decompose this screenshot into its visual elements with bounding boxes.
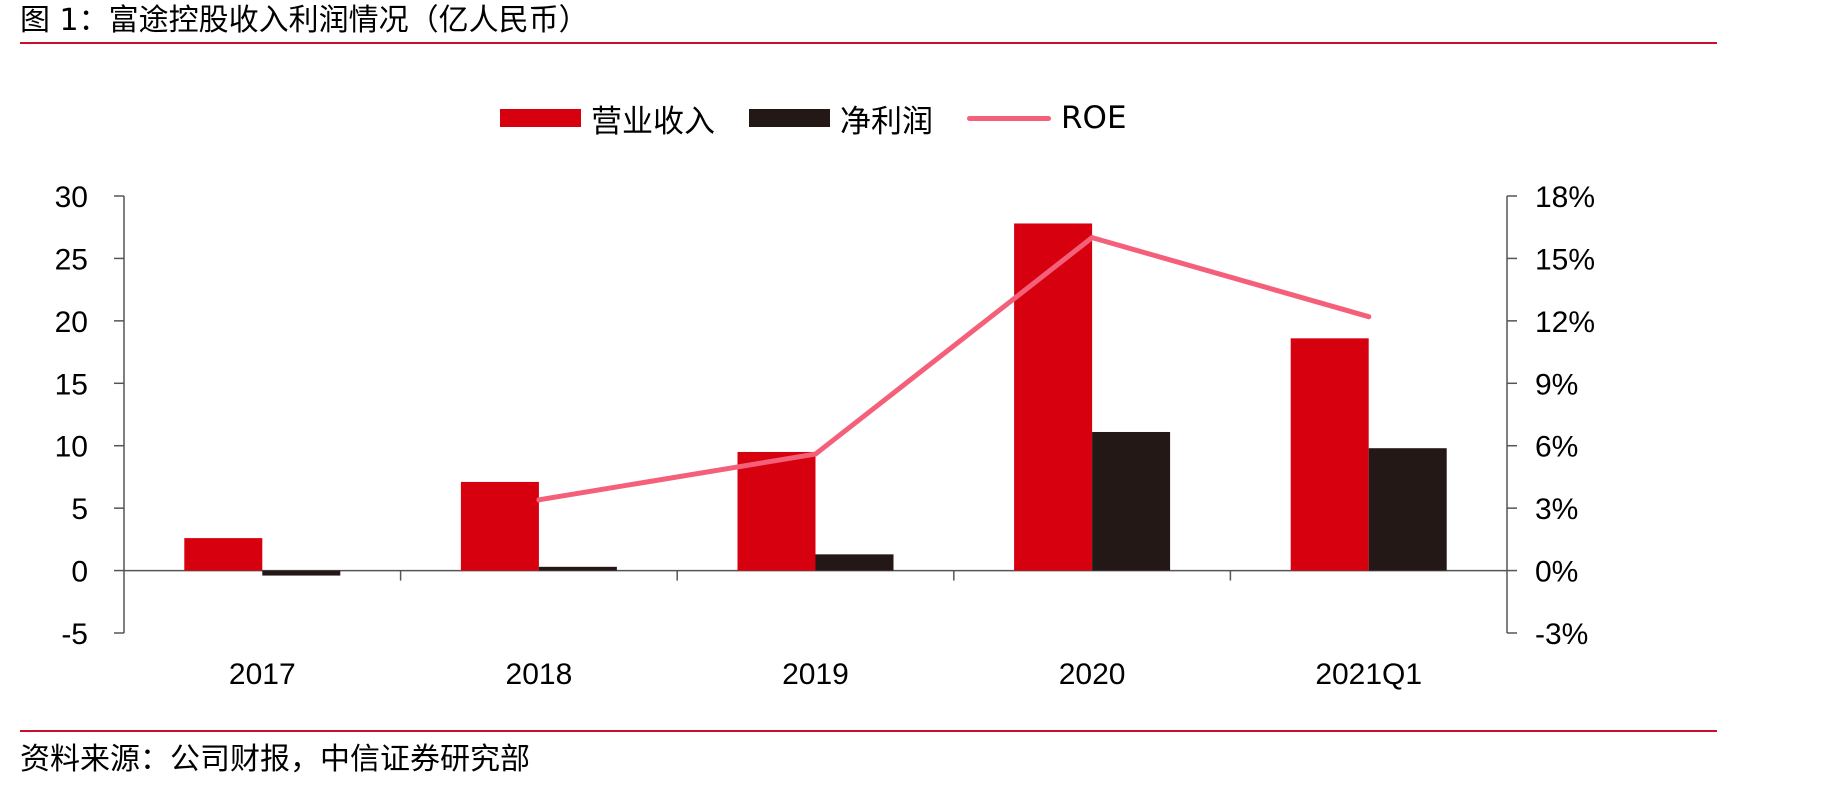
legend-item-revenue: 营业收入 (500, 96, 715, 141)
y-left-tick-label: -5 (61, 618, 88, 651)
bar-net-profit (1368, 448, 1447, 571)
point-roe (536, 497, 542, 503)
y-right-tick-label: 15% (1535, 243, 1595, 276)
line-roe (536, 235, 1372, 503)
bar-revenue (1014, 223, 1093, 571)
legend-label-revenue: 营业收入 (591, 103, 715, 140)
x-tick-label: 2018 (506, 658, 573, 691)
y-right-tick-label: 12% (1535, 306, 1595, 339)
bar-revenue (737, 451, 816, 571)
x-tick-label: 2019 (782, 658, 849, 691)
legend-item-roe: ROE (967, 100, 1127, 136)
y-left-tick-label: 0 (71, 556, 88, 589)
figure-title: 图 1：富途控股收入利润情况（亿人民币） (20, 3, 589, 38)
legend-swatch-revenue (500, 109, 581, 127)
y-right-tick-label: -3% (1535, 618, 1588, 651)
legend-swatch-net-profit (749, 109, 830, 127)
y-right-tick-label: 9% (1535, 368, 1578, 401)
bar-net-profit (538, 566, 617, 571)
legend: 营业收入 净利润 ROE (500, 96, 1161, 140)
point-roe (1366, 314, 1372, 320)
bar-revenue (184, 538, 263, 571)
legend-label-roe: ROE (1061, 100, 1127, 136)
source-rule (20, 730, 1717, 732)
bar-net-profit (1092, 431, 1171, 571)
bar-revenue (460, 481, 539, 571)
y-right-tick-label: 3% (1535, 493, 1578, 526)
bar-net-profit (262, 570, 341, 576)
y-left-tick-label: 15 (55, 368, 88, 401)
y-left-tick-label: 10 (55, 431, 88, 464)
y-right-tick-label: 0% (1535, 556, 1578, 589)
bar-revenue (1290, 338, 1369, 571)
y-left-tick-label: 20 (55, 306, 88, 339)
y-right-tick-label: 18% (1535, 181, 1595, 214)
y-left-tick-label: 30 (55, 181, 88, 214)
x-tick-label: 2017 (229, 658, 296, 691)
x-tick-label: 2020 (1059, 658, 1126, 691)
legend-label-net-profit: 净利润 (840, 103, 933, 140)
y-right-tick-label: 6% (1535, 431, 1578, 464)
title-rule (20, 42, 1717, 44)
source-note: 资料来源：公司财报，中信证券研究部 (20, 742, 530, 777)
y-left-tick-label: 25 (55, 243, 88, 276)
y-left-tick-label: 5 (71, 493, 88, 526)
legend-swatch-roe (967, 115, 1051, 121)
point-roe (1089, 235, 1095, 241)
point-roe (813, 451, 818, 457)
x-tick-label: 2021Q1 (1315, 658, 1422, 691)
legend-item-net-profit: 净利润 (749, 96, 933, 141)
bar-net-profit (815, 554, 894, 571)
